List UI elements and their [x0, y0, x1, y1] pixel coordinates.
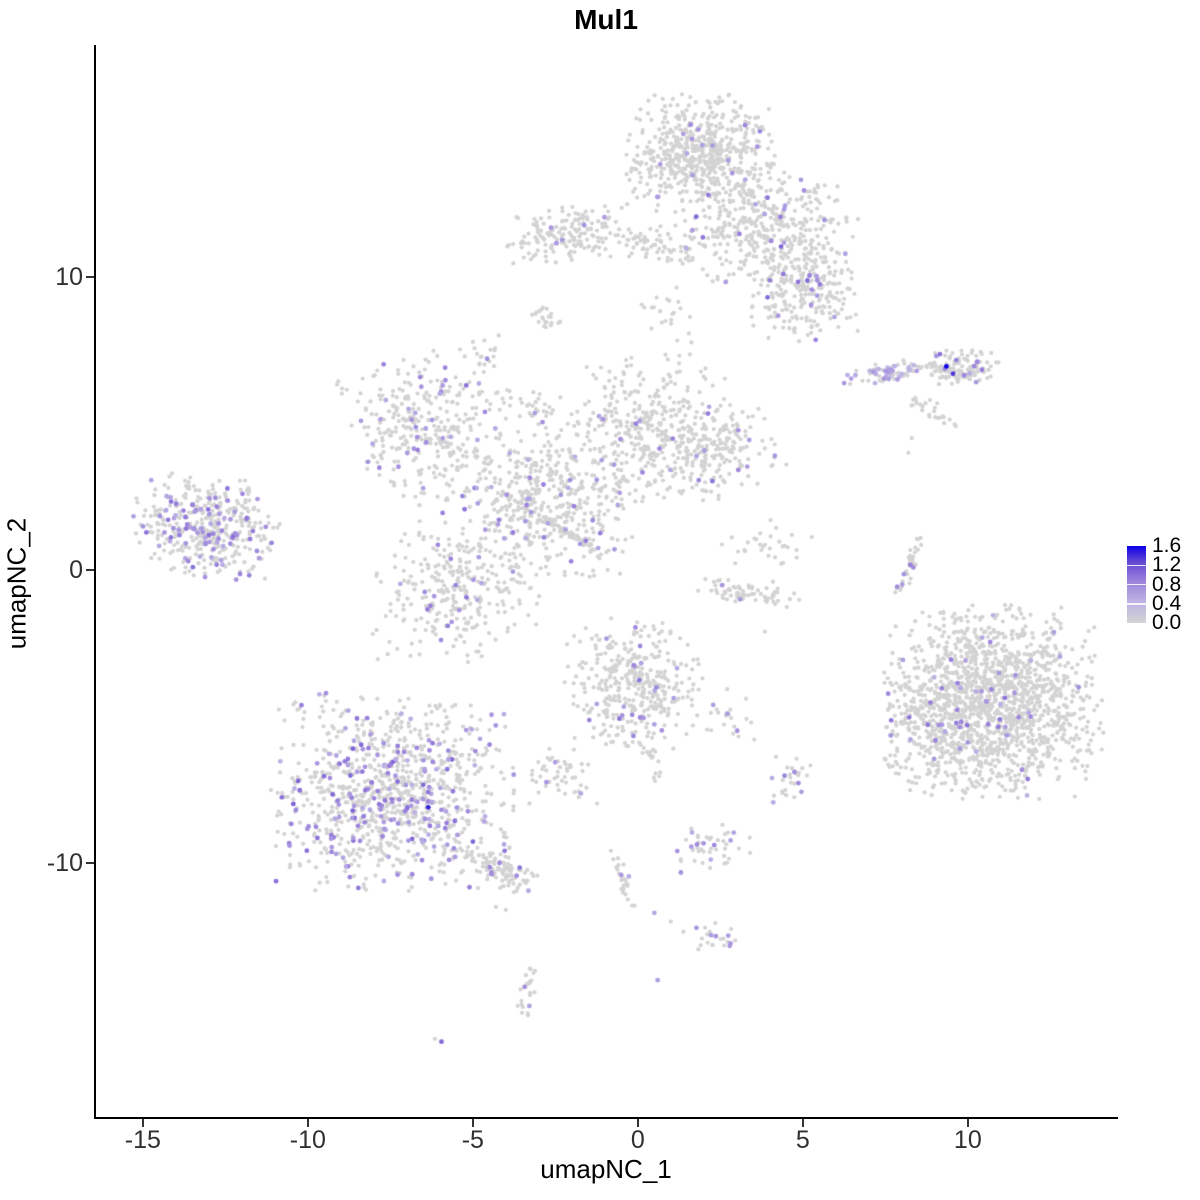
x-tick-label: 0 [630, 1126, 645, 1154]
x-axis-title: umapNC_1 [540, 1154, 672, 1184]
legend-tick-label: 0.4 [1152, 591, 1182, 615]
y-tick-label: 0 [69, 556, 83, 584]
legend-tick-label: 0.0 [1152, 611, 1182, 634]
legend-bar-tick [1127, 583, 1146, 586]
legend-tick-label: 1.2 [1152, 553, 1182, 577]
y-tick-label: 10 [55, 263, 83, 292]
x-tick-mark [636, 1119, 639, 1127]
legend-tick-label: 0.8 [1152, 572, 1182, 596]
x-tick-label: -10 [289, 1126, 326, 1154]
legend-tick-label: 1.6 [1152, 534, 1182, 557]
x-tick-mark [306, 1119, 309, 1127]
y-tick-mark [86, 861, 94, 864]
chart-title: Mul1 [574, 4, 638, 35]
x-tick-label: 5 [795, 1126, 810, 1154]
legend-bar-tick [1127, 603, 1146, 605]
x-tick-label: -15 [124, 1126, 161, 1154]
x-tick-mark [966, 1119, 969, 1127]
y-tick-mark [86, 569, 94, 571]
x-axis-line [94, 1117, 1118, 1119]
x-tick-mark [141, 1119, 144, 1127]
y-axis-line [94, 45, 96, 1119]
legend-bar-tick [1127, 564, 1146, 566]
x-tick-label: -5 [461, 1126, 484, 1154]
x-tick-label: 10 [953, 1126, 982, 1154]
legend-colorbar [1127, 546, 1146, 623]
y-tick-label: -10 [46, 848, 83, 877]
x-tick-mark [801, 1119, 804, 1127]
y-axis-title: umapNC_2 [1, 517, 32, 650]
y-tick-mark [86, 276, 94, 279]
x-tick-mark [471, 1119, 474, 1127]
